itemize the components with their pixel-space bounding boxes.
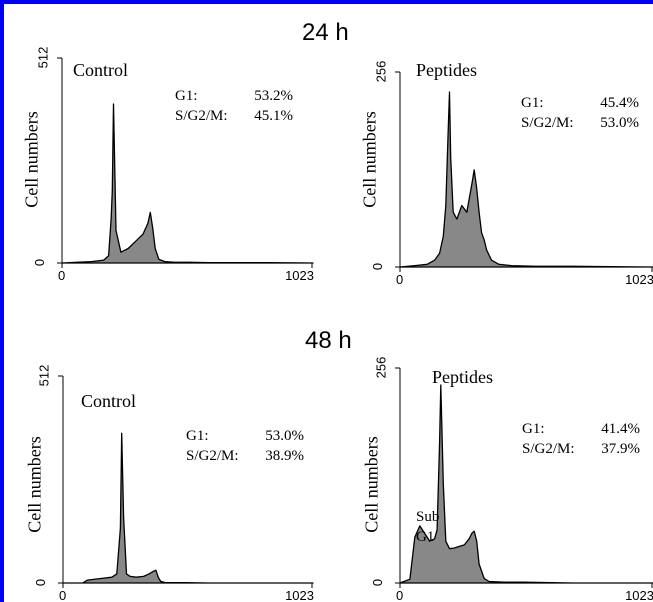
x-tick-label-min: 0 (396, 272, 404, 287)
stat-label-sg2m: S/G2/M: (175, 108, 228, 124)
time-title-24h: 24 h (302, 19, 349, 46)
stat-label-sg2m: S/G2/M: (186, 448, 239, 464)
stat-label-g1: G1: (521, 95, 544, 111)
stat-value-g1: 45.4% (600, 95, 639, 111)
stat-value-sg2m: 38.9% (265, 448, 304, 464)
x-tick-label-min: 0 (396, 588, 404, 602)
sample-label: Control (81, 391, 137, 411)
annotation-line-1: Sub (416, 509, 440, 525)
time-title-48h: 48 h (305, 327, 352, 354)
stat-label-g1: G1: (522, 421, 545, 437)
x-tick-label-max: 1023 (625, 272, 653, 287)
stat-label-g1: G1: (175, 88, 198, 104)
x-tick-label-min: 0 (59, 588, 67, 602)
histogram-area (399, 91, 653, 268)
sample-label: Peptides (416, 60, 477, 80)
sample-label: Peptides (432, 367, 493, 387)
sample-label: Control (73, 60, 129, 80)
stat-label-sg2m: S/G2/M: (521, 115, 574, 131)
annotation-line-2: G1 (416, 529, 435, 545)
stat-value-g1: 53.2% (254, 88, 293, 104)
stat-value-sg2m: 53.0% (600, 115, 639, 131)
x-tick-label-min: 0 (58, 268, 66, 283)
x-tick-label-max: 1023 (285, 588, 314, 602)
y-tick-label-max: 256 (373, 356, 389, 379)
y-axis-label: Cell numbers (361, 436, 382, 533)
stat-value-g1: 41.4% (601, 421, 640, 437)
stat-value-sg2m: 45.1% (254, 108, 293, 124)
x-tick-label-max: 1023 (285, 268, 314, 283)
stat-label-sg2m: S/G2/M: (522, 441, 575, 457)
x-tick-label-max: 1023 (625, 588, 653, 602)
stat-label-g1: G1: (186, 428, 209, 444)
subg1-annotation: Sub G1 (416, 507, 439, 547)
histogram-area (399, 384, 653, 584)
stat-value-g1: 53.0% (265, 428, 304, 444)
y-tick-label-min: 0 (370, 578, 386, 587)
stat-value-sg2m: 37.9% (601, 441, 640, 457)
